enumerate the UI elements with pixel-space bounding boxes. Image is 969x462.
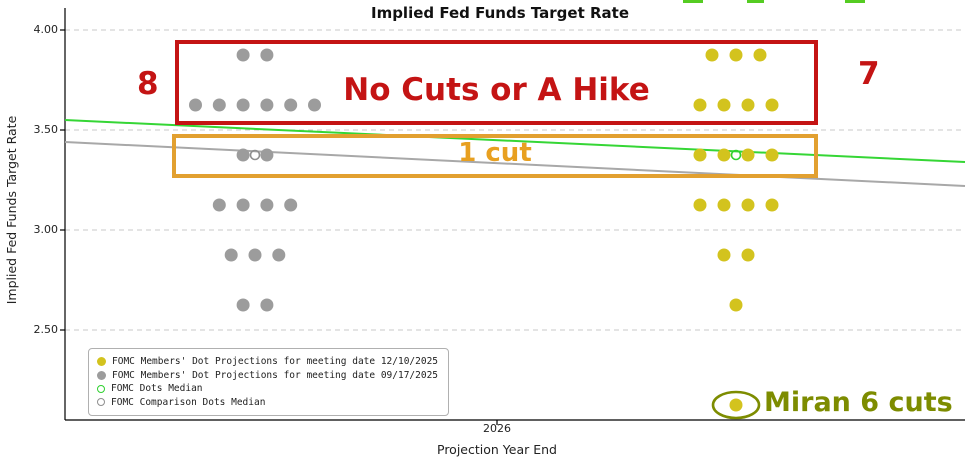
- projection-dot-12/10/2025: [729, 48, 743, 62]
- projection-dot-09/17/2025: [284, 98, 298, 112]
- projection-dot-09/17/2025: [212, 198, 226, 212]
- projection-dot-12/10/2025: [729, 398, 743, 412]
- miran-annotation-text: Miran 6 cuts: [764, 387, 953, 418]
- projection-dot-09/17/2025: [236, 148, 250, 162]
- projection-dot-12/10/2025: [741, 98, 755, 112]
- projection-dot-12/10/2025: [765, 98, 779, 112]
- projection-dot-09/17/2025: [272, 248, 286, 262]
- x-tick-label: 2026: [483, 422, 511, 435]
- projection-dot-09/17/2025: [284, 198, 298, 212]
- projection-dot-12/10/2025: [705, 48, 719, 62]
- y-axis-label: Implied Fed Funds Target Rate: [4, 115, 19, 305]
- legend-item: FOMC Dots Median: [97, 382, 438, 396]
- projection-dot-09/17/2025: [260, 148, 274, 162]
- legend-item: FOMC Comparison Dots Median: [97, 396, 438, 410]
- projection-dot-12/10/2025: [741, 198, 755, 212]
- projection-dot-12/10/2025: [741, 148, 755, 162]
- no-cuts-annotation-box: [175, 40, 818, 125]
- median-marker: [730, 149, 742, 161]
- fomc-comparison-median-trendline: [64, 141, 966, 187]
- projection-dot-12/10/2025: [693, 98, 707, 112]
- y-tick-label-3-50: 3.50: [33, 123, 59, 136]
- legend-filled-dot-icon: [97, 370, 106, 380]
- top-edge-mark: [683, 0, 703, 3]
- legend-label: FOMC Members' Dot Projections for meetin…: [112, 356, 439, 368]
- projection-dot-09/17/2025: [189, 98, 202, 112]
- y-tick-label-4-00: 4.00: [33, 23, 59, 36]
- projection-dot-12/10/2025: [729, 298, 743, 312]
- top-edge-mark: [845, 0, 865, 3]
- legend-filled-dot-icon: [97, 357, 106, 367]
- projection-dot-09/17/2025: [260, 98, 274, 112]
- projection-dot-09/17/2025: [260, 48, 274, 62]
- projection-dot-09/17/2025: [248, 248, 262, 262]
- projection-dot-09/17/2025: [260, 298, 274, 312]
- projection-dot-09/17/2025: [260, 198, 274, 212]
- legend-label: FOMC Comparison Dots Median: [111, 396, 266, 408]
- y-tick-label-3-00: 3.00: [33, 223, 59, 236]
- legend-item: FOMC Members' Dot Projections for meetin…: [97, 369, 438, 383]
- projection-dot-12/10/2025: [693, 148, 707, 162]
- y-tick-label-2-50: 2.50: [33, 323, 59, 336]
- projection-dot-09/17/2025: [236, 48, 250, 62]
- projection-dot-12/10/2025: [717, 248, 731, 262]
- miran-circle: [711, 390, 761, 420]
- one-cut-annotation-box: [172, 134, 818, 178]
- one-cut-annotation-text: 1 cut: [458, 138, 532, 168]
- projection-dot-09/17/2025: [308, 98, 321, 112]
- projection-dot-09/17/2025: [236, 98, 250, 112]
- x-axis-label: Projection Year End: [437, 442, 557, 457]
- projection-dot-12/10/2025: [741, 248, 755, 262]
- projection-dot-12/10/2025: [717, 198, 731, 212]
- legend-open-circle-icon: [97, 384, 105, 393]
- legend-label: FOMC Members' Dot Projections for meetin…: [112, 369, 439, 381]
- left-dot-count-annotation: 8: [137, 66, 159, 102]
- chart-title: Implied Fed Funds Target Rate: [370, 4, 630, 22]
- projection-dot-09/17/2025: [236, 298, 250, 312]
- no-cuts-annotation-text: No Cuts or A Hike: [343, 72, 650, 108]
- projection-dot-09/17/2025: [212, 98, 226, 112]
- projection-dot-09/17/2025: [224, 248, 238, 262]
- projection-dot-12/10/2025: [717, 98, 731, 112]
- legend-item: FOMC Members' Dot Projections for meetin…: [97, 355, 438, 369]
- top-edge-mark: [747, 0, 764, 3]
- projection-dot-12/10/2025: [753, 48, 767, 62]
- chart-legend: FOMC Members' Dot Projections for meetin…: [88, 348, 450, 416]
- projection-dot-12/10/2025: [765, 148, 779, 162]
- projection-dot-12/10/2025: [693, 198, 707, 212]
- legend-label: FOMC Dots Median: [111, 383, 203, 395]
- legend-open-circle-icon: [97, 398, 105, 407]
- projection-dot-12/10/2025: [717, 148, 731, 162]
- right-dot-count-annotation: 7: [858, 56, 880, 92]
- projection-dot-09/17/2025: [236, 198, 250, 212]
- median-marker: [249, 149, 261, 161]
- projection-dot-12/10/2025: [765, 198, 779, 212]
